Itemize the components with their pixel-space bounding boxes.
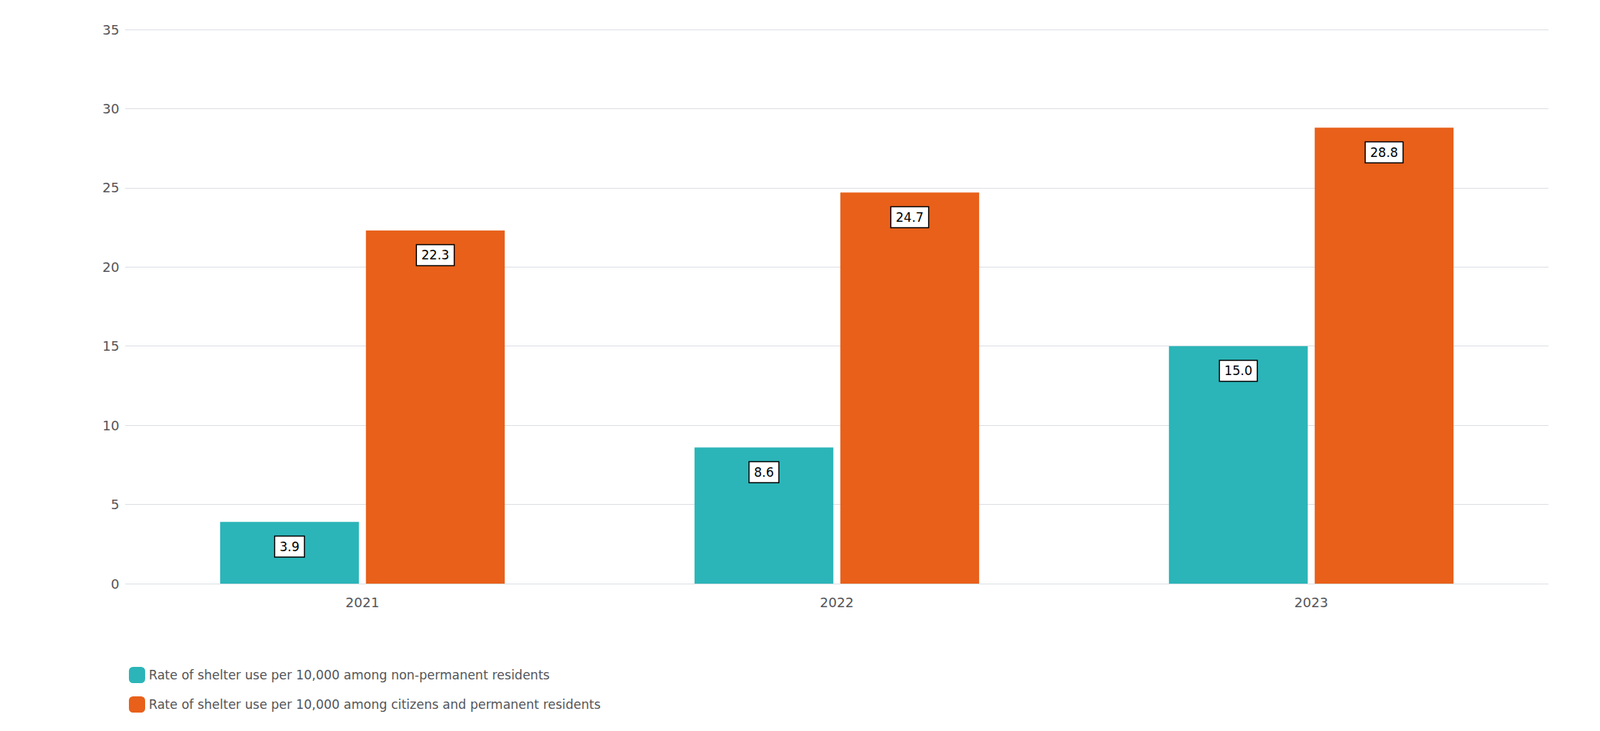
- svg-text:Rate of shelter use per 10,000: Rate of shelter use per 10,000 among cit…: [148, 696, 601, 712]
- svg-text:15: 15: [102, 338, 120, 354]
- svg-text:3.9: 3.9: [279, 539, 300, 554]
- svg-text:2023: 2023: [1294, 594, 1329, 610]
- svg-text:2021: 2021: [345, 594, 380, 610]
- svg-text:30: 30: [102, 100, 120, 117]
- svg-text:20: 20: [102, 259, 120, 275]
- svg-text:Rate of shelter use per 10,000: Rate of shelter use per 10,000 among non…: [148, 667, 550, 683]
- svg-text:22.3: 22.3: [421, 247, 450, 263]
- svg-text:28.8: 28.8: [1370, 145, 1399, 160]
- svg-text:25: 25: [102, 179, 120, 196]
- svg-text:24.7: 24.7: [895, 209, 924, 225]
- svg-text:0: 0: [111, 576, 120, 592]
- svg-text:10: 10: [102, 417, 120, 434]
- svg-text:15.0: 15.0: [1224, 363, 1253, 378]
- svg-text:8.6: 8.6: [754, 464, 775, 480]
- svg-text:2022: 2022: [819, 594, 854, 610]
- svg-text:35: 35: [102, 22, 120, 38]
- svg-text:5: 5: [111, 496, 120, 512]
